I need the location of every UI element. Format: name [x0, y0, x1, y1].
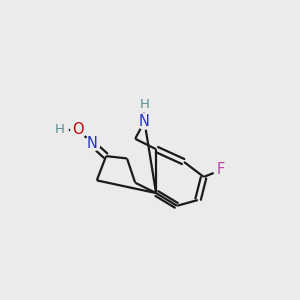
Text: H: H	[140, 98, 149, 111]
Text: H: H	[55, 123, 64, 136]
Text: F: F	[217, 163, 225, 178]
Text: N: N	[87, 136, 98, 151]
Text: N: N	[139, 114, 150, 129]
Text: O: O	[72, 122, 84, 137]
